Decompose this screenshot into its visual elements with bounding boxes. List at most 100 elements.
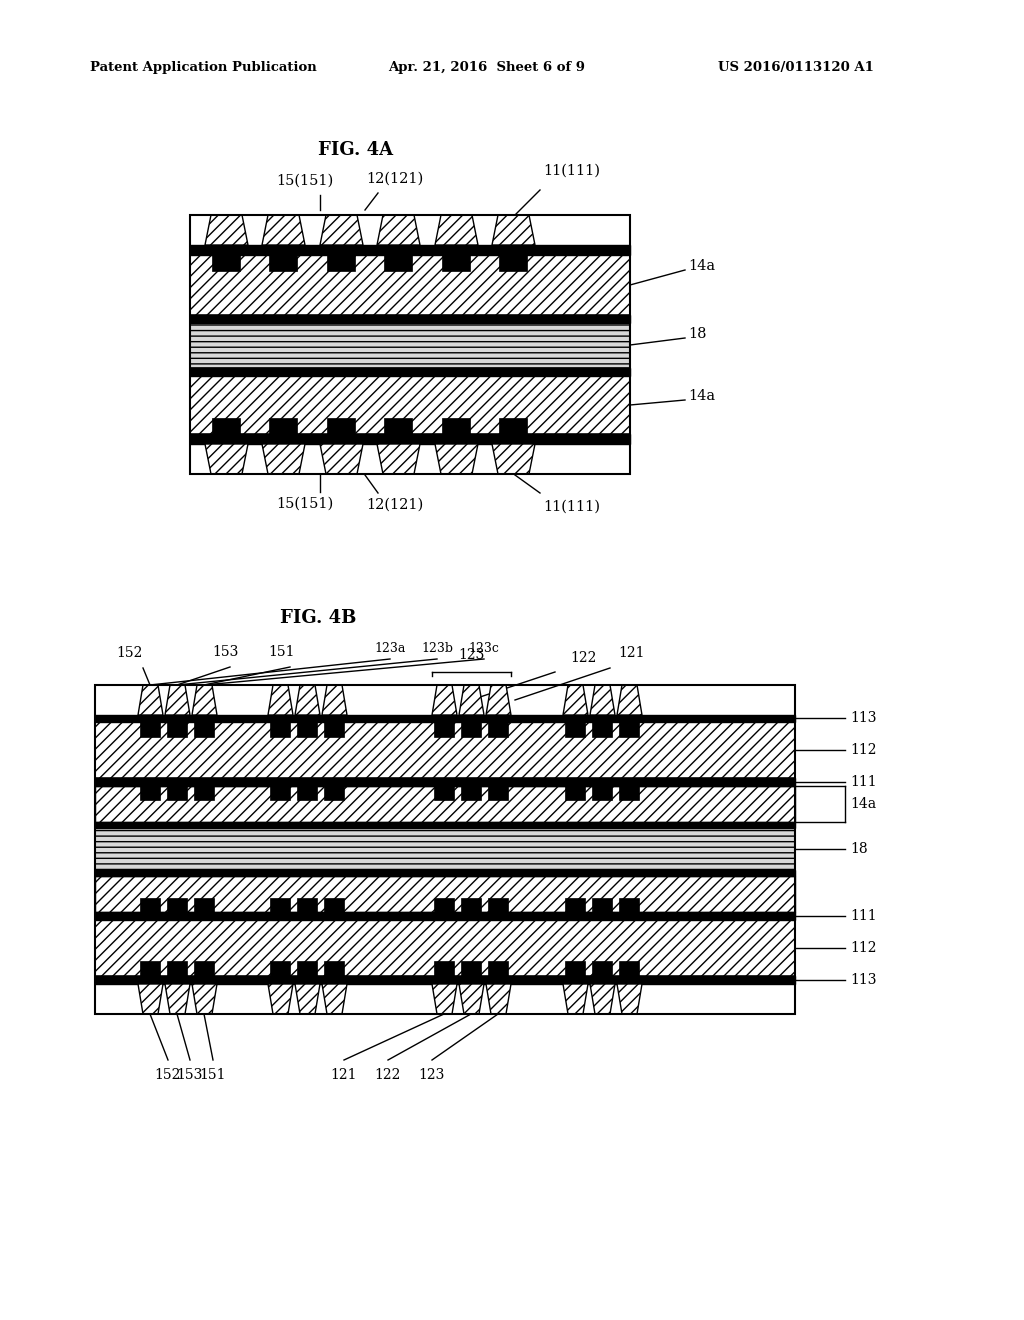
Text: US 2016/0113120 A1: US 2016/0113120 A1 <box>718 62 873 74</box>
Bar <box>269 418 297 434</box>
Text: 151: 151 <box>200 1068 226 1082</box>
Bar <box>592 785 612 800</box>
Bar <box>592 722 612 737</box>
Bar <box>297 722 317 737</box>
Bar <box>324 722 344 737</box>
Text: 153: 153 <box>212 645 239 659</box>
Bar <box>167 722 187 737</box>
Polygon shape <box>193 685 217 715</box>
Bar <box>488 722 508 737</box>
Polygon shape <box>165 685 190 715</box>
Text: 123a: 123a <box>375 642 406 655</box>
Bar <box>194 898 214 912</box>
Bar <box>167 898 187 912</box>
Bar <box>95 685 795 1014</box>
Bar <box>270 961 290 975</box>
Bar <box>592 961 612 975</box>
Bar <box>95 777 795 785</box>
Text: 121: 121 <box>618 645 644 660</box>
Polygon shape <box>459 685 484 715</box>
Bar <box>95 920 795 975</box>
Polygon shape <box>459 983 484 1014</box>
Polygon shape <box>617 685 642 715</box>
Text: FIG. 4B: FIG. 4B <box>280 609 356 627</box>
Text: 18: 18 <box>850 842 867 855</box>
Bar <box>270 898 290 912</box>
Bar <box>297 961 317 975</box>
Text: 122: 122 <box>375 1068 401 1082</box>
Bar <box>618 961 639 975</box>
Bar <box>194 722 214 737</box>
Text: 11(111): 11(111) <box>544 164 600 178</box>
Bar <box>324 785 344 800</box>
Text: 153: 153 <box>177 1068 203 1082</box>
Bar <box>461 961 481 975</box>
Polygon shape <box>492 444 535 474</box>
Polygon shape <box>432 983 457 1014</box>
Bar <box>618 898 639 912</box>
Polygon shape <box>205 444 248 474</box>
Bar <box>434 722 454 737</box>
Polygon shape <box>262 215 305 246</box>
Polygon shape <box>492 215 535 246</box>
Text: 123c: 123c <box>469 642 500 655</box>
Bar <box>618 722 639 737</box>
Bar <box>499 418 527 434</box>
Text: Patent Application Publication: Patent Application Publication <box>90 62 316 74</box>
Text: 14a: 14a <box>688 389 715 403</box>
Polygon shape <box>377 444 420 474</box>
Bar <box>324 961 344 975</box>
Text: 123: 123 <box>458 648 484 663</box>
Bar <box>190 368 630 376</box>
Polygon shape <box>295 983 319 1014</box>
Polygon shape <box>617 983 642 1014</box>
Polygon shape <box>268 685 293 715</box>
Bar <box>190 255 630 315</box>
Text: 152: 152 <box>155 1068 181 1082</box>
Text: 111: 111 <box>850 775 877 789</box>
Text: 15(151): 15(151) <box>276 498 334 511</box>
Bar <box>488 898 508 912</box>
Text: 123b: 123b <box>421 642 453 655</box>
Bar <box>190 323 630 368</box>
Polygon shape <box>322 685 347 715</box>
Polygon shape <box>590 685 615 715</box>
Bar <box>95 785 795 822</box>
Bar <box>270 722 290 737</box>
Bar <box>461 785 481 800</box>
Polygon shape <box>486 685 511 715</box>
Bar <box>269 255 297 271</box>
Text: 112: 112 <box>850 743 877 756</box>
Polygon shape <box>322 983 347 1014</box>
Bar <box>434 961 454 975</box>
Bar <box>270 785 290 800</box>
Polygon shape <box>435 444 478 474</box>
Polygon shape <box>262 444 305 474</box>
Bar <box>190 215 630 474</box>
Bar <box>565 722 585 737</box>
Bar <box>140 785 160 800</box>
Bar <box>488 961 508 975</box>
Bar <box>592 898 612 912</box>
Text: 111: 111 <box>850 909 877 923</box>
Polygon shape <box>193 983 217 1014</box>
Bar <box>324 898 344 912</box>
Text: 151: 151 <box>268 645 295 659</box>
Bar <box>140 898 160 912</box>
Text: 121: 121 <box>331 1068 357 1082</box>
Bar <box>95 722 795 777</box>
Polygon shape <box>486 983 511 1014</box>
Bar <box>95 715 795 722</box>
Polygon shape <box>295 685 319 715</box>
Bar <box>95 870 795 876</box>
Polygon shape <box>138 983 163 1014</box>
Bar <box>565 898 585 912</box>
Bar <box>190 315 630 323</box>
Polygon shape <box>435 215 478 246</box>
Bar <box>384 255 412 271</box>
Bar <box>140 961 160 975</box>
Bar <box>327 255 355 271</box>
Bar <box>190 376 630 434</box>
Polygon shape <box>590 983 615 1014</box>
Bar <box>95 822 795 828</box>
